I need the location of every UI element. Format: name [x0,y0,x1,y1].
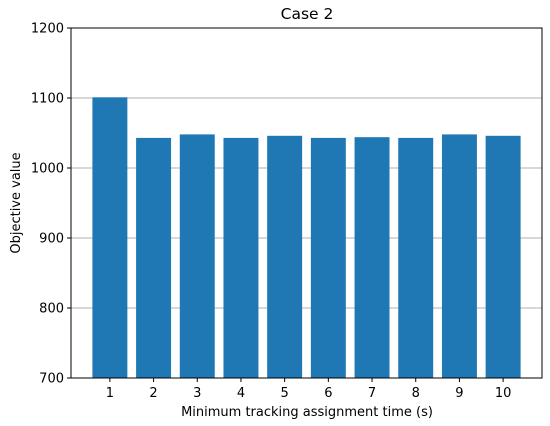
plot-frame [70,27,543,379]
bar-9 [441,134,477,378]
x-tick-label-6: 6 [324,386,332,401]
y-tick-label-700: 700 [39,372,64,387]
bar-1 [92,97,128,379]
bar-4 [223,137,259,378]
x-tick-label-4: 4 [237,386,245,401]
ticks: 700 800 900 1000 1100 1200 1 2 3 4 5 6 7 8 9 10 [31,22,511,402]
x-tick-label-1: 1 [106,386,114,401]
bar-2 [136,137,172,378]
x-tick-label-10: 10 [495,386,512,401]
y-tick-label-1000: 1000 [31,162,64,177]
y-tick-label-1200: 1200 [31,22,64,37]
chart-title: Case 2 [281,5,334,23]
x-tick-label-2: 2 [149,386,157,401]
x-tick-label-5: 5 [281,386,289,401]
bar-8 [398,137,434,378]
bars [92,97,521,379]
bar-3 [179,134,215,378]
y-tick-label-900: 900 [39,232,64,247]
y-tick-label-800: 800 [39,302,64,317]
bar-7 [354,137,390,378]
x-tick-label-7: 7 [368,386,376,401]
x-tick-label-9: 9 [455,386,463,401]
x-tick-label-3: 3 [193,386,201,401]
bar-6 [310,137,346,378]
bar-10 [485,135,521,378]
x-tick-label-8: 8 [412,386,420,401]
bar-5 [267,135,303,378]
x-axis-label: Minimum tracking assignment time (s) [181,405,433,420]
axes [70,27,543,379]
y-tick-label-1100: 1100 [31,92,64,107]
y-axis-label: Objective value [9,152,24,253]
